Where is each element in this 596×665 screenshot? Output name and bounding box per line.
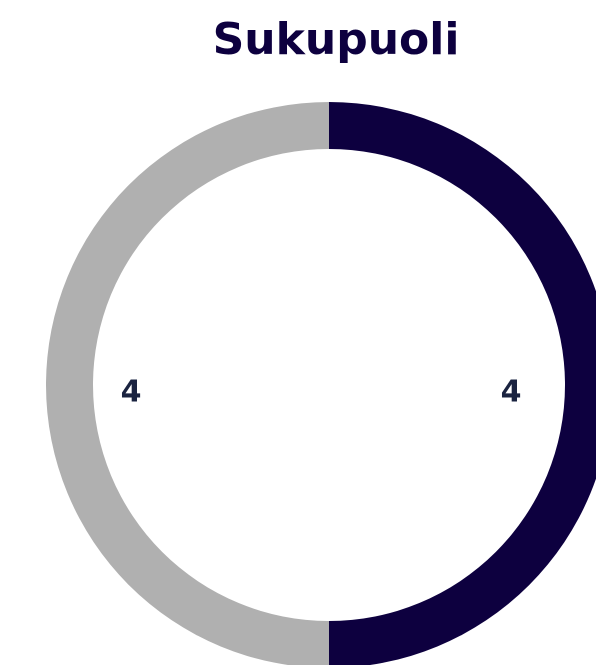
chart-title: Sukupuoli <box>213 14 460 65</box>
data-label: 4 <box>501 375 522 410</box>
donut-segment <box>46 102 329 665</box>
donut-segment <box>329 102 596 665</box>
data-label: 4 <box>121 375 142 410</box>
